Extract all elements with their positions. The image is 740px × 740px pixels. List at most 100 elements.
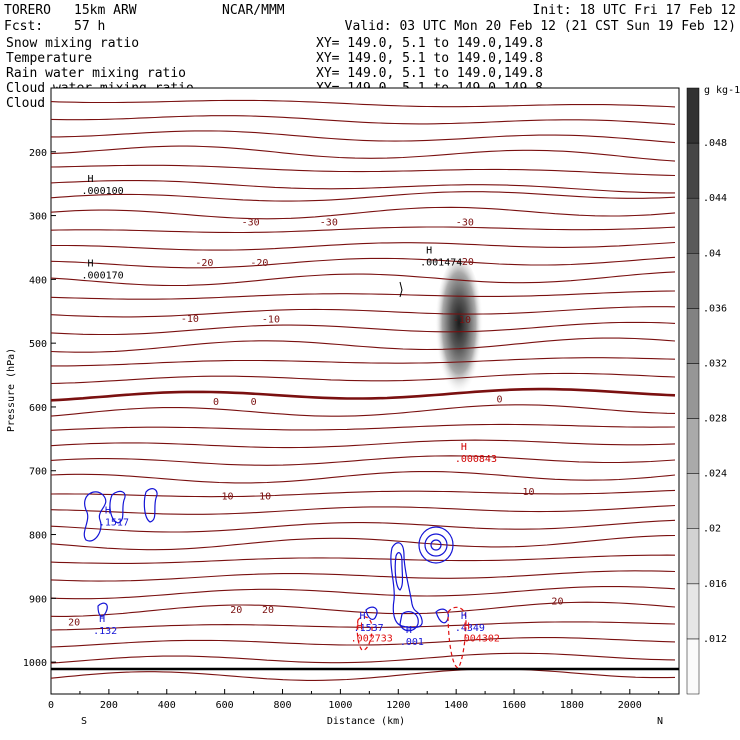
temperature-isotherm (51, 372, 676, 385)
forecast-hour: 57 h (74, 19, 105, 34)
temperature-label: -20 (250, 258, 268, 269)
temperature-isotherm (51, 206, 676, 220)
maximum-marker: H (461, 611, 467, 622)
temperature-label: 20 (68, 618, 80, 629)
x-tick-label: 1600 (502, 700, 526, 711)
x-tick-label: 1400 (444, 700, 468, 711)
temperature-isotherm (51, 601, 676, 617)
rain-water-contours (356, 606, 467, 669)
maximum-marker: H (426, 245, 432, 256)
temperature-isotherm (51, 554, 676, 564)
temperature-isotherm (51, 145, 676, 162)
maximum-value: .000170 (82, 271, 124, 282)
maximum-value: .001474 (420, 257, 462, 268)
x-tick-label: 200 (100, 700, 118, 711)
field-name: Rain water mixing ratio (6, 66, 186, 81)
colorbar-tick-label: .024 (703, 469, 727, 480)
colorbar-tick-label: .036 (703, 303, 727, 314)
colorbar-tick-label: .032 (703, 358, 727, 369)
maximum-marker: H (360, 611, 366, 622)
temperature-isotherm (51, 404, 676, 417)
field-xy: XY= 149.0, 5.1 to 149.0,149.8 (316, 51, 543, 66)
x-tick-label: 1000 (328, 700, 352, 711)
temperature-isotherm (51, 489, 676, 498)
temperature-isotherm (51, 439, 676, 449)
temperature-isotherm (51, 337, 676, 353)
north-label: N (657, 716, 663, 727)
maximum-marker: H (88, 259, 94, 270)
temperature-isotherm (51, 290, 676, 300)
x-tick-label: 400 (158, 700, 176, 711)
temperature-isotherm (51, 357, 676, 367)
temperature-label: -30 (242, 218, 260, 229)
temperature-isotherm (51, 570, 676, 582)
model-name: TORERO (4, 3, 51, 18)
field-xy: XY= 149.0, 5.1 to 149.0,149.8 (316, 36, 543, 51)
colorbar-segment (686, 253, 700, 309)
maximum-marker: H (99, 614, 105, 625)
temperature-isotherm (51, 652, 676, 664)
temperature-label: -10 (181, 314, 199, 325)
colorbar-segment (686, 418, 700, 474)
temperature-isotherm (51, 164, 676, 177)
y-axis-title: Pressure (hPa) (6, 348, 17, 432)
maximum-value: .4349 (455, 623, 485, 634)
y-tick-label: 600 (29, 403, 47, 414)
y-tick-label: 400 (29, 275, 47, 286)
maximum-value: .004302 (458, 634, 500, 645)
y-tick-label: 900 (29, 594, 47, 605)
maximum-value: .002733 (351, 634, 393, 645)
colorbar-segment (686, 142, 700, 199)
x-axis-title: Distance (km) (327, 716, 405, 727)
temperature-label: -20 (456, 257, 474, 268)
temperature-isotherm (51, 226, 676, 234)
temperature-label: 10 (259, 491, 271, 502)
field-xy: XY= 149.0, 5.1 to 149.0,149.8 (316, 66, 543, 81)
y-tick-label: 200 (29, 148, 47, 159)
maximum-marker: H (464, 622, 470, 633)
colorbar-segment (686, 308, 700, 364)
temperature-label: 0 (497, 394, 503, 405)
temperature-isotherm (51, 321, 676, 336)
temperature-label: -10 (453, 315, 471, 326)
temperature-isotherm (51, 241, 676, 251)
temperature-isotherm (51, 585, 676, 600)
temperature-isotherm (51, 668, 676, 681)
temperature-isotherm (51, 423, 676, 431)
temperature-isotherm (51, 130, 676, 144)
maximum-marker: H (88, 174, 94, 185)
south-label: S (81, 716, 87, 727)
temperature-label: -30 (320, 218, 338, 229)
colorbar-segment (686, 197, 700, 254)
y-tick-label: 700 (29, 467, 47, 478)
colorbar-tick-label: .012 (703, 634, 727, 645)
temperature-label: -20 (195, 258, 213, 269)
maximum-value: .000100 (82, 186, 124, 197)
y-tick-label: 800 (29, 531, 47, 542)
model-resolution: 15km ARW (74, 3, 137, 18)
colorbar-segment (686, 583, 700, 640)
temperature-isotherm (51, 99, 676, 108)
x-tick-label: 2000 (618, 700, 642, 711)
cloud-ice-contour (399, 281, 403, 298)
x-tick-label: 800 (273, 700, 291, 711)
temperature-isotherm (51, 191, 676, 202)
y-tick-label: 1000 (23, 658, 47, 669)
colorbar-unit: g kg-1 (704, 85, 740, 96)
temperature-isotherm (51, 306, 676, 318)
maximum-value: .001 (400, 637, 424, 648)
temperature-isotherm (51, 519, 676, 533)
maxima-labels: H.000100H.000170H.001474H.000843H.1517H.… (82, 174, 500, 648)
colorbar-segment (686, 363, 700, 419)
forecast-label: Fcst: (4, 19, 43, 34)
y-tick-label: 300 (29, 212, 47, 223)
temperature-isotherm (51, 534, 676, 551)
snow-shading (435, 258, 483, 402)
colorbar-tick-label: .02 (703, 524, 721, 535)
maximum-value: .132 (93, 626, 117, 637)
cloud-water-contours (83, 488, 454, 632)
maximum-marker: H (461, 442, 467, 453)
colorbar-segment (686, 638, 700, 695)
temperature-isotherm (51, 256, 676, 269)
